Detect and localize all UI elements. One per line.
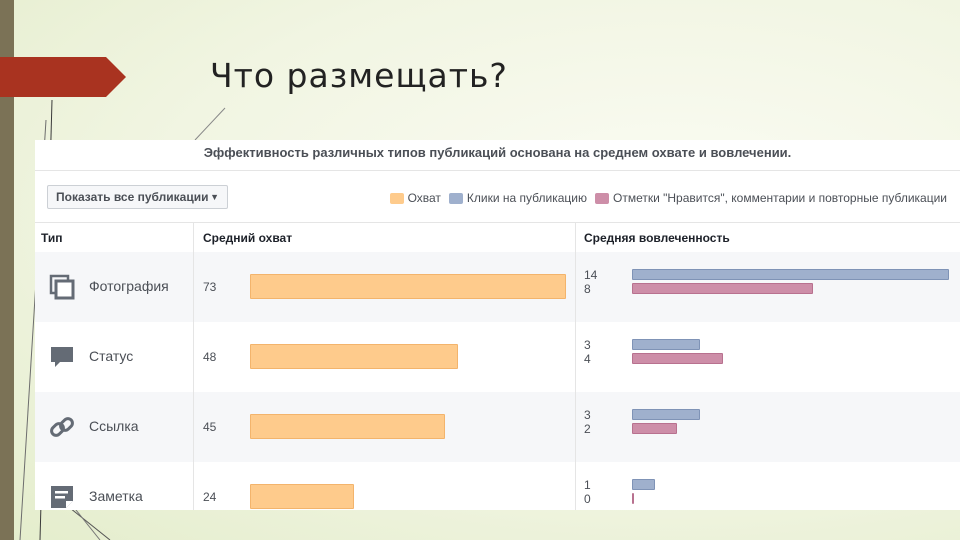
- column-divider: [575, 222, 576, 510]
- column-header-engagement: Средняя вовлеченность: [584, 231, 730, 245]
- status-icon: [48, 343, 76, 371]
- filter-label: Показать все публикации: [56, 190, 209, 204]
- likes-bar: [632, 493, 634, 504]
- filter-dropdown[interactable]: Показать все публикации ▼: [47, 185, 228, 209]
- chevron-down-icon: ▼: [210, 192, 219, 202]
- legend-item-likes: Отметки "Нравится", комментарии и повтор…: [594, 191, 947, 205]
- clicks-value: 14: [584, 268, 598, 282]
- post-type-name: Ссылка: [89, 418, 139, 434]
- post-type-name: Статус: [89, 348, 134, 364]
- clicks-value: 3: [584, 408, 591, 422]
- insights-panel: Эффективность различных типов публикаций…: [35, 140, 960, 510]
- legend-label-reach: Охват: [407, 191, 441, 205]
- reach-value: 73: [203, 280, 217, 294]
- reach-bar: [250, 274, 566, 299]
- reach-bar: [250, 484, 354, 509]
- column-divider: [193, 222, 194, 510]
- reach-bar: [250, 414, 445, 439]
- likes-value: 8: [584, 282, 591, 296]
- note-icon: [48, 483, 76, 510]
- legend-swatch-reach: [389, 192, 404, 204]
- likes-bar: [632, 423, 677, 434]
- legend: Охват Клики на публикацию Отметки "Нрави…: [382, 191, 947, 205]
- likes-value: 4: [584, 352, 591, 366]
- title-arrow-marker: [0, 57, 126, 97]
- clicks-bar: [632, 269, 949, 280]
- clicks-bar: [632, 409, 700, 420]
- legend-item-reach: Охват: [389, 191, 441, 205]
- likes-value: 2: [584, 422, 591, 436]
- legend-label-clicks: Клики на публикацию: [466, 191, 587, 205]
- table-row: Ссылка 45 3 2: [35, 392, 960, 462]
- table-row: Фотография 73 14 8: [35, 252, 960, 322]
- table-row: Статус 48 3 4: [35, 322, 960, 392]
- legend-label-likes: Отметки "Нравится", комментарии и повтор…: [612, 191, 947, 205]
- column-header-type: Тип: [41, 231, 63, 245]
- panel-header: Эффективность различных типов публикаций…: [35, 140, 960, 171]
- table-row: Заметка 24 1 0: [35, 462, 960, 510]
- clicks-value: 1: [584, 478, 591, 492]
- left-decor-bar: [0, 0, 14, 540]
- post-type-name: Заметка: [89, 488, 143, 504]
- reach-value: 24: [203, 490, 217, 504]
- photo-icon: [48, 273, 76, 301]
- legend-swatch-likes: [594, 192, 609, 204]
- column-header-reach: Средний охват: [203, 231, 293, 245]
- likes-value: 0: [584, 492, 591, 506]
- likes-bar: [632, 353, 723, 364]
- clicks-value: 3: [584, 338, 591, 352]
- clicks-bar: [632, 339, 700, 350]
- reach-bar: [250, 344, 458, 369]
- likes-bar: [632, 283, 813, 294]
- legend-item-clicks: Клики на публикацию: [448, 191, 587, 205]
- reach-value: 45: [203, 420, 217, 434]
- legend-swatch-clicks: [448, 192, 463, 204]
- post-type-name: Фотография: [89, 278, 169, 294]
- slide-title: Что размещать?: [210, 56, 508, 95]
- table-header: Тип Средний охват Средняя вовлеченность: [35, 222, 960, 254]
- clicks-bar: [632, 479, 655, 490]
- reach-value: 48: [203, 350, 217, 364]
- link-icon: [48, 413, 76, 441]
